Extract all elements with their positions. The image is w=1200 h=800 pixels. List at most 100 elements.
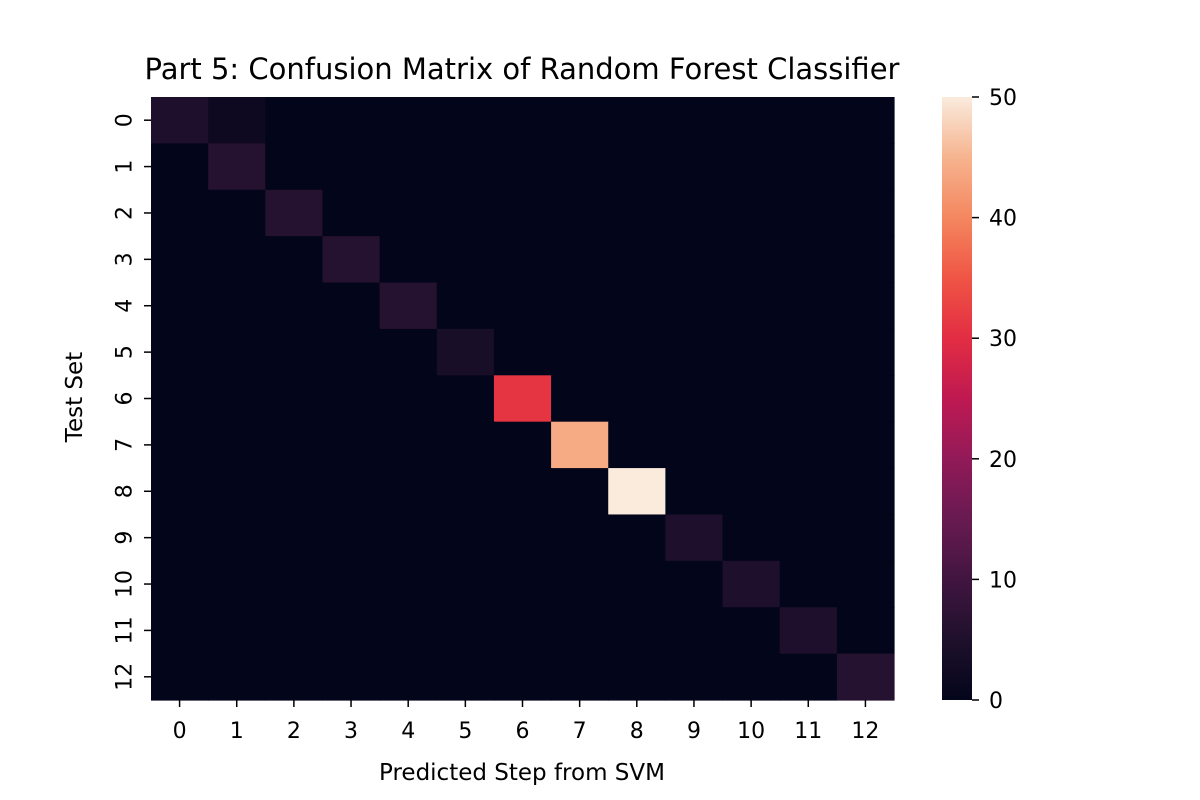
- heatmap-cell: [493, 143, 552, 191]
- heatmap-cell: [493, 560, 552, 608]
- heatmap-cell: [208, 236, 266, 284]
- heatmap-cell: [722, 328, 781, 376]
- heatmap-cell: [436, 653, 495, 701]
- heatmap-cell: [265, 236, 324, 284]
- y-tick-label: 3: [113, 252, 138, 266]
- heatmap-cell: [379, 468, 438, 516]
- heatmap-cell: [665, 282, 724, 330]
- heatmap-cell: [722, 189, 781, 237]
- heatmap-cell: [836, 468, 895, 516]
- heatmap-cell: [265, 143, 324, 191]
- heatmap-cell: [722, 375, 781, 423]
- heatmap-cell: [665, 468, 724, 516]
- y-tick-label: 0: [113, 113, 138, 127]
- x-tick-label: 6: [516, 719, 530, 744]
- heatmap-cell: [608, 514, 666, 562]
- heatmap-cell: [322, 375, 381, 423]
- heatmap-cell: [836, 607, 895, 655]
- heatmap-cell: [779, 143, 838, 191]
- heatmap-cell: [379, 236, 438, 284]
- colorbar-tick-label: 10: [989, 568, 1017, 593]
- heatmap-cell: [265, 282, 324, 330]
- heatmap-cell: [379, 514, 438, 562]
- heatmap-cell: [322, 421, 381, 469]
- heatmap-cell: [665, 97, 724, 144]
- heatmap-cell: [836, 514, 895, 562]
- heatmap-cell: [665, 328, 724, 376]
- heatmap-cell: [551, 421, 609, 469]
- heatmap-cell: [493, 421, 552, 469]
- heatmap-cell: [608, 282, 666, 330]
- x-tick-label: 11: [794, 719, 822, 744]
- heatmap-cell: [265, 607, 324, 655]
- heatmap-cell: [436, 514, 495, 562]
- heatmap-cell: [779, 653, 838, 701]
- heatmap-cell: [208, 514, 266, 562]
- heatmap-cell: [551, 282, 609, 330]
- heatmap-cell: [722, 468, 781, 516]
- heatmap-cell: [608, 653, 666, 701]
- heatmap-cell: [551, 236, 609, 284]
- heatmap-cell: [151, 468, 209, 516]
- heatmap-cell: [436, 97, 495, 144]
- heatmap-cell: [208, 328, 266, 376]
- heatmap-cell: [779, 189, 838, 237]
- heatmap-cell: [151, 282, 209, 330]
- heatmap-cell: [779, 375, 838, 423]
- heatmap-cell: [265, 514, 324, 562]
- y-tick-label: 10: [113, 570, 138, 598]
- x-tick-label: 8: [630, 719, 644, 744]
- heatmap-cell: [208, 653, 266, 701]
- heatmap-cell: [436, 189, 495, 237]
- heatmap-cell: [265, 560, 324, 608]
- heatmap-cell: [836, 97, 895, 144]
- heatmap-grid: [151, 97, 895, 701]
- heatmap-cell: [836, 421, 895, 469]
- heatmap-cell: [779, 236, 838, 284]
- heatmap-cell: [379, 189, 438, 237]
- heatmap-cell: [493, 607, 552, 655]
- heatmap-cell: [151, 97, 209, 144]
- heatmap-cell: [379, 375, 438, 423]
- heatmap-cell: [322, 328, 381, 376]
- x-tick-label: 10: [737, 719, 765, 744]
- heatmap-cell: [322, 607, 381, 655]
- heatmap-cell: [608, 375, 666, 423]
- heatmap-cell: [265, 653, 324, 701]
- heatmap-cell: [265, 468, 324, 516]
- heatmap-cell: [608, 143, 666, 191]
- heatmap-cell: [208, 421, 266, 469]
- x-axis-ticks: 0 1 2 3 4 5 6 7 8 9 10 11 12: [173, 700, 879, 744]
- heatmap-cell: [665, 560, 724, 608]
- heatmap-cell: [779, 514, 838, 562]
- heatmap-cell: [208, 375, 266, 423]
- colorbar-tick-label: 20: [989, 448, 1017, 473]
- heatmap-cell: [322, 514, 381, 562]
- heatmap-cell: [722, 560, 781, 608]
- heatmap-cell: [722, 97, 781, 144]
- x-tick-label: 5: [458, 719, 472, 744]
- heatmap-cell: [208, 607, 266, 655]
- heatmap-cell: [265, 421, 324, 469]
- heatmap-cell: [551, 143, 609, 191]
- heatmap-cell: [722, 143, 781, 191]
- heatmap-cell: [322, 236, 381, 284]
- heatmap-cell: [322, 189, 381, 237]
- heatmap-cell: [779, 282, 838, 330]
- heatmap-cell: [665, 236, 724, 284]
- heatmap-cell: [208, 189, 266, 237]
- heatmap-cell: [665, 375, 724, 423]
- heatmap-cell: [436, 468, 495, 516]
- heatmap-cell: [608, 607, 666, 655]
- y-tick-label: 7: [113, 438, 138, 452]
- heatmap-cell: [722, 514, 781, 562]
- y-tick-label: 1: [113, 160, 138, 174]
- heatmap-cell: [151, 421, 209, 469]
- heatmap-cell: [436, 560, 495, 608]
- heatmap-cell: [551, 97, 609, 144]
- heatmap-cell: [265, 97, 324, 144]
- y-tick-label: 9: [113, 531, 138, 545]
- colorbar-tick-label: 30: [989, 327, 1017, 352]
- heatmap-cell: [836, 236, 895, 284]
- heatmap-cell: [322, 282, 381, 330]
